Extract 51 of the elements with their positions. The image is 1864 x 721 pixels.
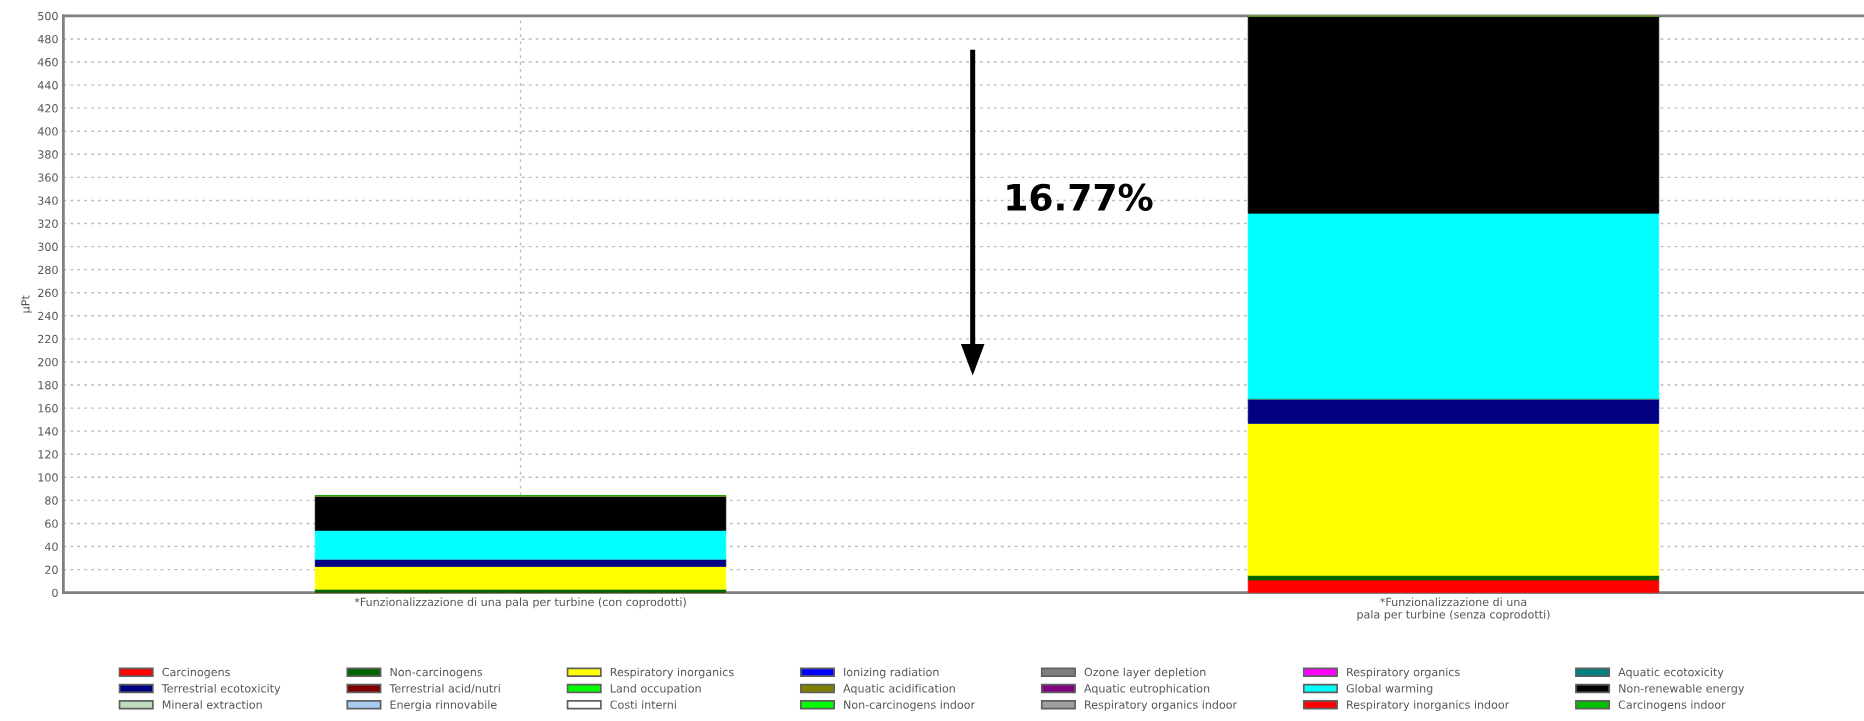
legend-label: Terrestrial acid/nutri xyxy=(389,683,500,694)
legend-label: Non-carcinogens indoor xyxy=(844,700,976,711)
legend-label: Aquatic acidification xyxy=(843,683,955,695)
y-tick-label: 20 xyxy=(45,565,58,574)
legend-label: Costi interni xyxy=(610,700,676,709)
legend-label: Ozone layer depletion xyxy=(1084,667,1206,679)
legend-label: Global warming xyxy=(1346,683,1433,695)
y-tick-label: 40 xyxy=(44,542,58,551)
y-tick-label: 220 xyxy=(38,334,58,344)
y-tick-label: 100 xyxy=(38,473,58,482)
y-tick-label: 400 xyxy=(37,127,58,136)
legend-label: Aquatic ecotoxicity xyxy=(1618,667,1724,679)
y-tick-label: 140 xyxy=(38,427,58,436)
legend-label: Respiratory organics indoor xyxy=(1085,700,1238,711)
y-tick-label: 340 xyxy=(38,196,58,205)
y-tick-label: 200 xyxy=(38,357,58,367)
y-tick-label: 440 xyxy=(37,81,58,90)
x-tick-label: *Funzionalizzazione di una pala per turbine (senza coprodotti) xyxy=(1357,597,1550,621)
legend-label: Carcinogens indoor xyxy=(1618,700,1726,711)
y-tick-label: 320 xyxy=(38,219,58,228)
legend-label: Respiratory inorganics xyxy=(610,667,734,679)
legend-label: Aquatic eutrophication xyxy=(1084,683,1210,695)
legend-label: Ionizing radiation xyxy=(844,667,939,679)
legend-label: Respiratory inorganics indoor xyxy=(1347,700,1510,711)
y-tick-label: 460 xyxy=(37,57,58,67)
legend-label: Non-carcinogens xyxy=(390,667,483,679)
y-tick-label: 160 xyxy=(38,404,58,413)
y-tick-label: 360 xyxy=(38,173,58,182)
y-tick-label: 300 xyxy=(38,242,58,251)
y-tick-label: 180 xyxy=(38,380,58,390)
y-tick-label: 260 xyxy=(38,288,58,298)
y-tick-label: 480 xyxy=(37,34,58,44)
y-tick-label: 380 xyxy=(38,150,58,159)
y-tick-label: 0 xyxy=(52,588,58,598)
legend-label: Energia rinnovabile xyxy=(390,700,497,711)
y-tick-label: 280 xyxy=(38,265,58,275)
y-tick-label: 240 xyxy=(38,311,58,321)
legend-label: Land occupation xyxy=(610,683,701,695)
annotation: 16.77% xyxy=(1007,183,1153,211)
legend-label: Non-renewable energy xyxy=(1619,683,1745,695)
legend-label: Mineral extraction xyxy=(162,700,262,709)
y-axis-title: µPt xyxy=(21,295,32,313)
legend-label: Carcinogens xyxy=(162,667,230,679)
x-tick-label: *Funzionalizzazione di una pala per turbine (con coprodotti) xyxy=(354,597,686,609)
legend-label: Terrestrial ecotoxicity xyxy=(161,683,281,695)
y-tick-label: 420 xyxy=(37,104,58,113)
y-tick-label: 60 xyxy=(45,519,58,528)
legend-label: Respiratory organics xyxy=(1347,667,1460,679)
y-tick-label: 500 xyxy=(38,11,58,21)
y-tick-label: 80 xyxy=(45,496,58,505)
y-tick-label: 120 xyxy=(38,450,58,459)
